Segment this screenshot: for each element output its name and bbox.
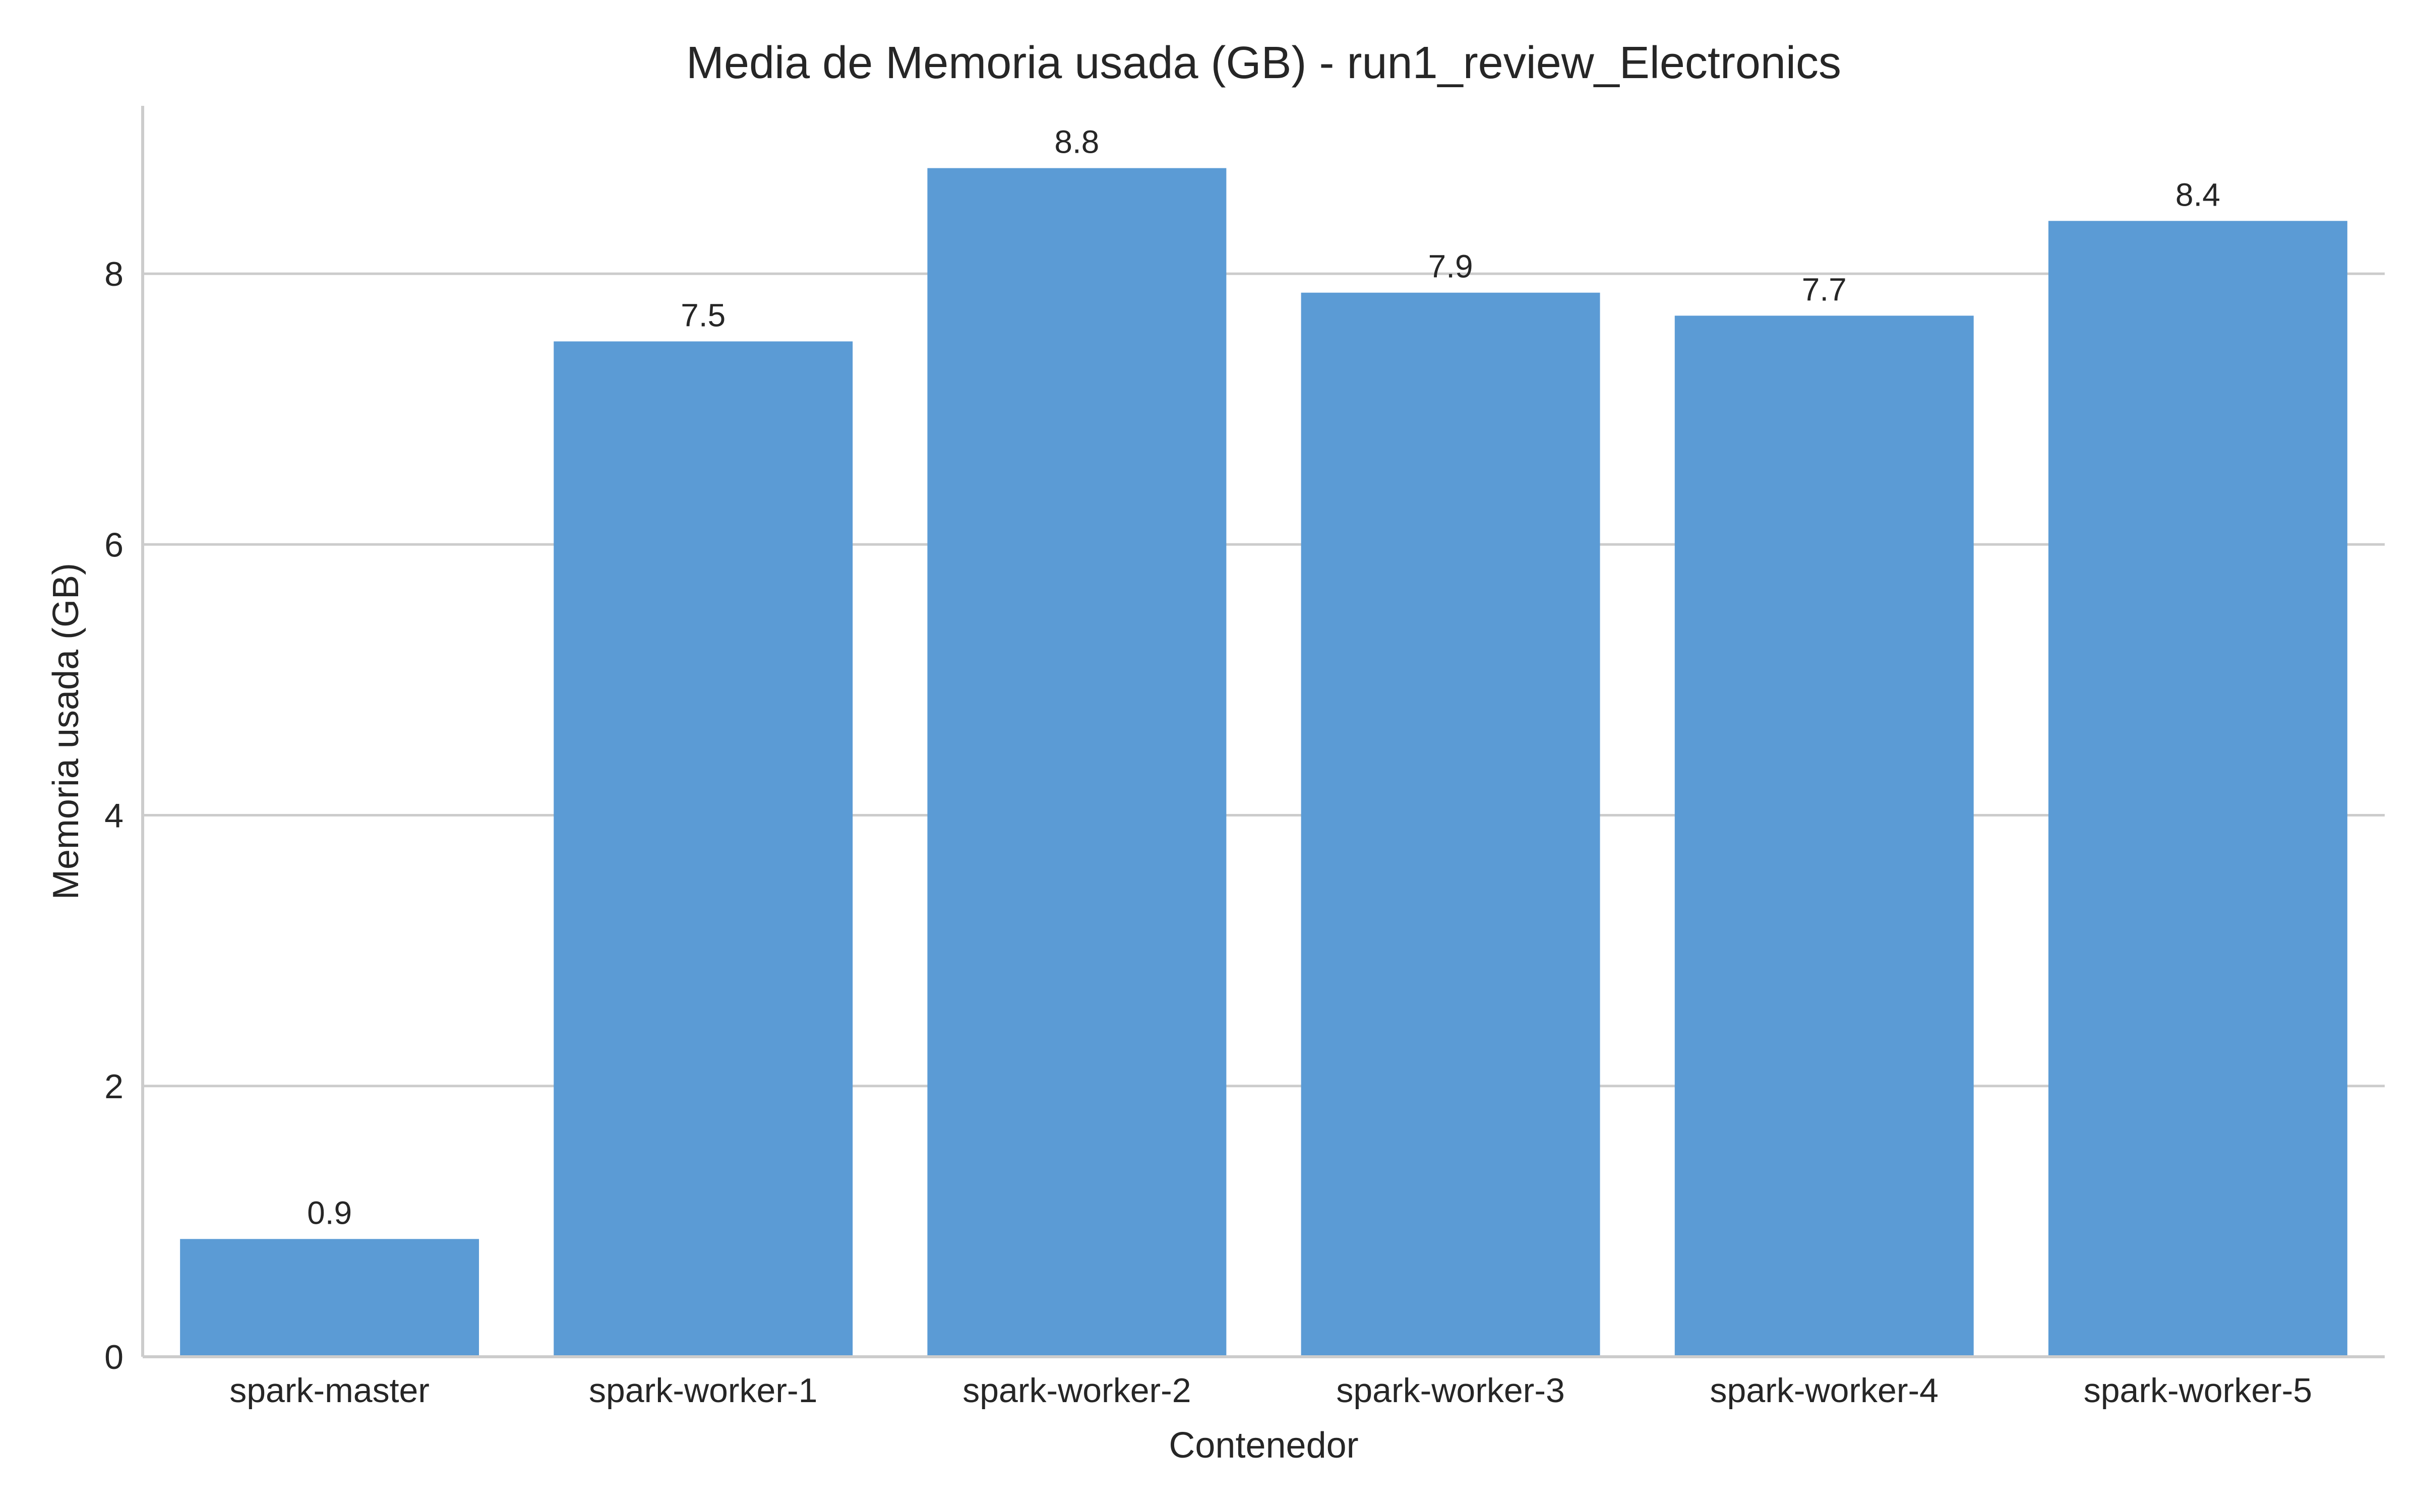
bars (180, 168, 2347, 1357)
bar-spark-worker-1 (554, 341, 853, 1357)
x-tick-labels: spark-master spark-worker-1 spark-worker-2… (229, 1371, 2312, 1410)
y-tick-label: 8 (104, 255, 124, 293)
data-label-spark-worker-5: 8.4 (2175, 176, 2220, 213)
data-labels: 0.9 7.5 8.8 7.9 7.7 8.4 (307, 124, 2220, 1231)
y-tick-label: 0 (104, 1338, 124, 1376)
bar-spark-worker-2 (927, 168, 1227, 1357)
bar-spark-master (180, 1239, 479, 1357)
bar-spark-worker-5 (2048, 221, 2347, 1357)
data-label-spark-worker-4: 7.7 (1802, 271, 1847, 307)
bar-spark-worker-4 (1674, 316, 1974, 1357)
data-label-spark-worker-2: 8.8 (1054, 124, 1099, 160)
x-tick-label: spark-worker-4 (1710, 1371, 1939, 1410)
x-tick-label: spark-master (229, 1371, 430, 1410)
x-tick-label: spark-worker-3 (1336, 1371, 1564, 1410)
data-label-spark-worker-3: 7.9 (1428, 248, 1473, 285)
x-tick-label: spark-worker-1 (589, 1371, 817, 1410)
x-tick-label: spark-worker-5 (2084, 1371, 2312, 1410)
x-axis-label: Contenedor (1169, 1425, 1358, 1466)
x-tick-label: spark-worker-2 (962, 1371, 1191, 1410)
y-tick-label: 4 (104, 797, 124, 835)
data-label-spark-master: 0.9 (307, 1194, 352, 1231)
y-axis-label: Memoria usada (GB) (46, 563, 86, 900)
data-label-spark-worker-1: 7.5 (681, 297, 725, 333)
y-tick-label: 2 (104, 1067, 124, 1106)
chart-title: Media de Memoria usada (GB) - run1_revie… (686, 38, 1841, 88)
grid-lines (143, 272, 2385, 1088)
y-tick-label: 6 (104, 526, 124, 564)
bar-spark-worker-3 (1301, 292, 1600, 1357)
y-tick-labels: 0 2 4 6 8 (104, 255, 124, 1376)
